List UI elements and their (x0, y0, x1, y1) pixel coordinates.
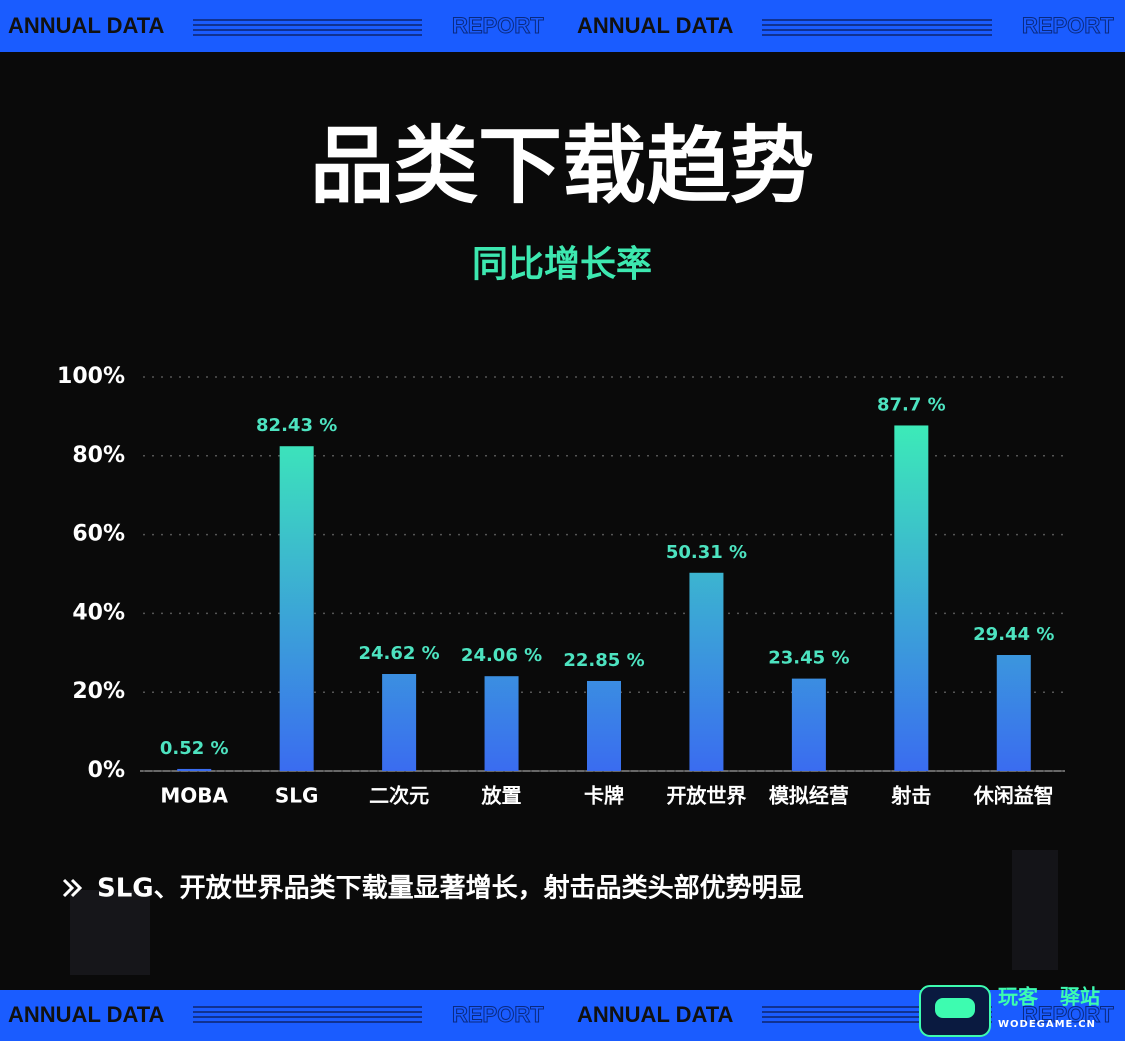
banner-text: REPORT (1022, 13, 1114, 38)
value-label: 23.45 % (768, 648, 849, 669)
value-label: 24.06 % (461, 645, 542, 666)
top-banner: ANNUAL DATA REPORT ANNUAL DATA REPORT (0, 0, 1125, 52)
chart-subtitle: 同比增长率 (472, 244, 652, 285)
y-tick-label: 40% (72, 600, 125, 625)
watermark: 玩客 (998, 985, 1039, 1009)
bar (791, 678, 826, 771)
decor (70, 890, 150, 975)
banner-text: ANNUAL DATA (577, 13, 734, 38)
y-tick-label: 60% (72, 522, 125, 547)
value-label: 0.52 % (160, 738, 229, 759)
banner-text: ANNUAL DATA (577, 1002, 734, 1027)
x-tick-label: 卡牌 (584, 784, 624, 808)
logo (935, 998, 975, 1018)
bar (382, 673, 417, 771)
x-tick-label: 二次元 (369, 784, 429, 808)
banner-text: REPORT (452, 1002, 544, 1027)
bar (587, 680, 621, 771)
y-tick-label: 100% (57, 364, 125, 389)
watermark: 驿站 (1060, 985, 1100, 1009)
y-tick-label: 80% (72, 443, 125, 468)
banner-text: ANNUAL DATA (8, 1002, 165, 1027)
chart-title: 品类下载趋势 (310, 117, 814, 215)
y-tick-label: 0% (88, 758, 125, 783)
bar (996, 655, 1031, 771)
banner-text: ANNUAL DATA (8, 13, 165, 38)
y-tick-label: 20% (72, 679, 125, 704)
x-tick-label: MOBA (160, 784, 228, 808)
x-tick-label: 放置 (481, 784, 522, 808)
value-label: 24.62 % (358, 643, 439, 664)
bottom-banner: ANNUAL DATA REPORT ANNUAL DATA REPORT 玩客… (0, 985, 1125, 1041)
x-tick-label: 开放世界 (666, 784, 746, 808)
value-label: 87.7 % (877, 394, 946, 415)
x-tick-label: 休闲益智 (973, 784, 1054, 808)
value-label: 29.44 % (973, 624, 1054, 645)
value-label: 22.85 % (563, 650, 644, 671)
value-label: 50.31 % (666, 542, 747, 563)
banner-text: REPORT (452, 13, 544, 38)
bar (894, 425, 929, 771)
bullet-icon (62, 878, 83, 898)
value-label: 82.43 % (256, 415, 337, 436)
x-tick-label: 射击 (890, 784, 931, 808)
banner-text: REPORT (1022, 1002, 1114, 1027)
bar (279, 446, 314, 771)
watermark: WODEGAME.CN (998, 1019, 1096, 1030)
x-tick-label: 模拟经营 (769, 784, 849, 808)
bar (177, 768, 212, 771)
bar (689, 572, 724, 771)
bar (484, 676, 519, 771)
decor (1012, 850, 1058, 970)
x-tick-label: SLG (275, 784, 319, 808)
annotation: SLG、开放世界品类下载量显著增长，射击品类头部优势明显 (97, 873, 804, 904)
